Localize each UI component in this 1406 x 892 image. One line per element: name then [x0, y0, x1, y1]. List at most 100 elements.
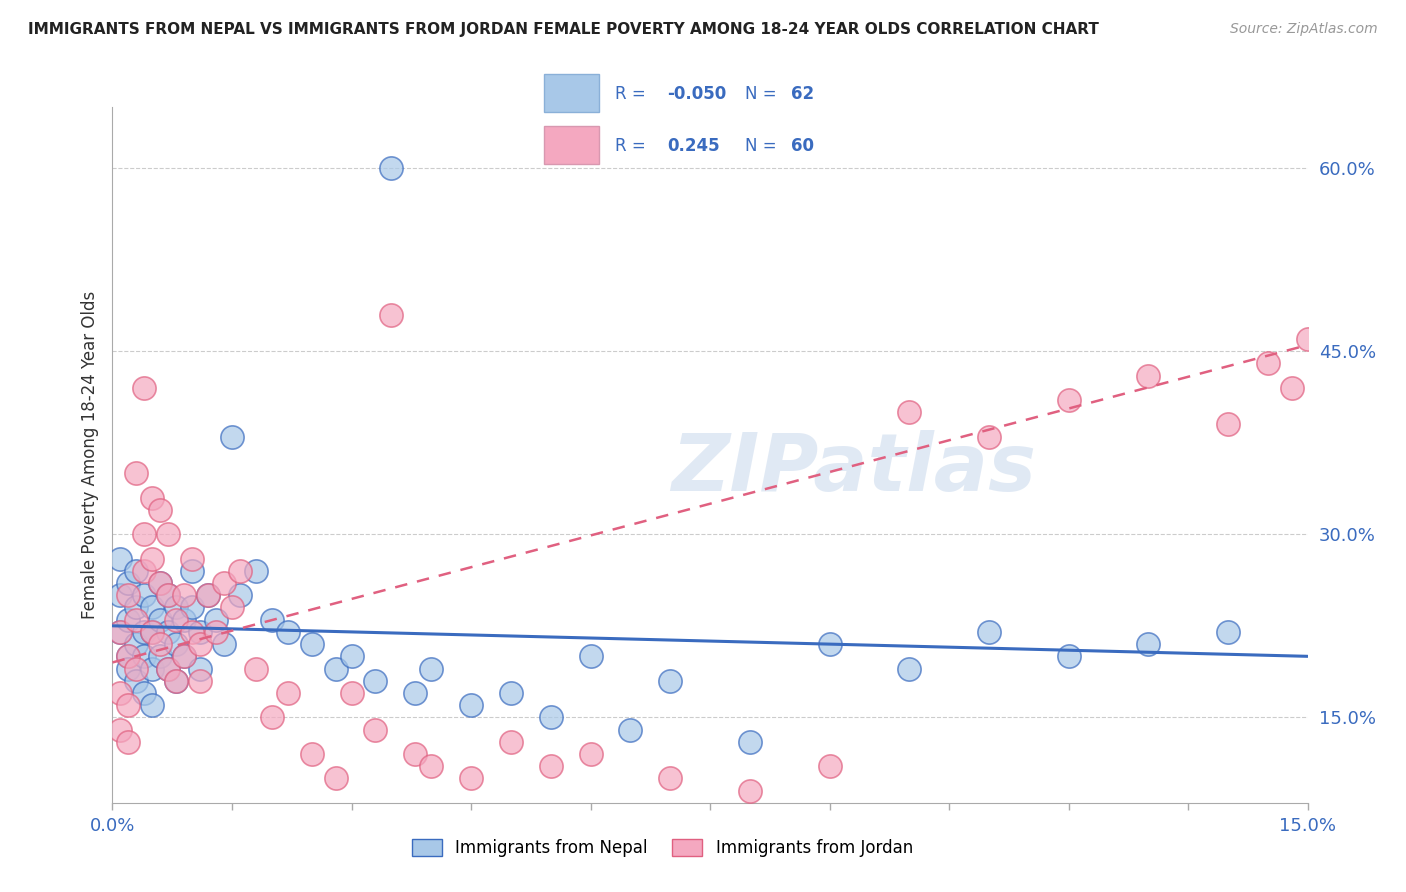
Point: [141, 551, 163, 566]
Point: [1216, 624, 1239, 639]
Point: [125, 467, 148, 481]
Point: [898, 661, 921, 675]
Point: [212, 576, 235, 591]
Point: [460, 772, 482, 786]
Point: [149, 649, 172, 664]
Point: [420, 661, 443, 675]
Point: [977, 429, 1000, 443]
Point: [141, 624, 163, 639]
Point: [149, 613, 172, 627]
Point: [110, 723, 132, 737]
Point: [134, 527, 156, 541]
Point: [659, 772, 682, 786]
Point: [1057, 649, 1080, 664]
Point: [229, 588, 252, 602]
Point: [364, 673, 387, 688]
Point: [157, 527, 180, 541]
Point: [157, 661, 180, 675]
Point: [110, 551, 132, 566]
Point: [141, 491, 163, 505]
Point: [117, 649, 139, 664]
Point: [117, 735, 139, 749]
Point: [229, 564, 252, 578]
Point: [134, 686, 156, 700]
Text: IMMIGRANTS FROM NEPAL VS IMMIGRANTS FROM JORDAN FEMALE POVERTY AMONG 18-24 YEAR : IMMIGRANTS FROM NEPAL VS IMMIGRANTS FROM…: [28, 22, 1099, 37]
Point: [157, 588, 180, 602]
Point: [173, 588, 195, 602]
Point: [141, 698, 163, 713]
Point: [1281, 381, 1303, 395]
Point: [134, 588, 156, 602]
Point: [110, 686, 132, 700]
Point: [1057, 392, 1080, 407]
Point: [260, 613, 283, 627]
Point: [325, 661, 347, 675]
Point: [181, 564, 204, 578]
Point: [141, 661, 163, 675]
Point: [173, 613, 195, 627]
Point: [188, 661, 211, 675]
Point: [125, 637, 148, 651]
Point: [173, 649, 195, 664]
Point: [499, 686, 522, 700]
Point: [165, 673, 187, 688]
Point: [540, 759, 562, 773]
Point: [277, 686, 299, 700]
Text: N =: N =: [745, 137, 782, 155]
Point: [149, 503, 172, 517]
Point: [212, 637, 235, 651]
Point: [364, 723, 387, 737]
Point: [380, 308, 402, 322]
Point: [117, 698, 139, 713]
Point: [188, 637, 211, 651]
Point: [157, 588, 180, 602]
Point: [1216, 417, 1239, 432]
Point: [579, 649, 602, 664]
Point: [149, 576, 172, 591]
Point: [1137, 637, 1160, 651]
Point: [125, 613, 148, 627]
Point: [117, 576, 139, 591]
Point: [221, 600, 243, 615]
Point: [1257, 356, 1279, 370]
Point: [134, 381, 156, 395]
Y-axis label: Female Poverty Among 18-24 Year Olds: Female Poverty Among 18-24 Year Olds: [80, 291, 98, 619]
Point: [134, 564, 156, 578]
Point: [404, 747, 426, 761]
Point: [141, 624, 163, 639]
Text: 62: 62: [792, 85, 814, 103]
Point: [977, 624, 1000, 639]
Point: [404, 686, 426, 700]
Point: [579, 747, 602, 761]
Point: [117, 649, 139, 664]
Point: [181, 551, 204, 566]
Point: [149, 576, 172, 591]
Point: [499, 735, 522, 749]
Point: [659, 673, 682, 688]
Text: 0.245: 0.245: [668, 137, 720, 155]
Point: [134, 624, 156, 639]
Text: R =: R =: [614, 85, 651, 103]
Point: [181, 624, 204, 639]
Point: [134, 649, 156, 664]
Point: [325, 772, 347, 786]
Text: ZIPatlas: ZIPatlas: [671, 430, 1036, 508]
Point: [157, 661, 180, 675]
Point: [260, 710, 283, 724]
Point: [197, 588, 219, 602]
Point: [117, 613, 139, 627]
Point: [301, 747, 323, 761]
Point: [165, 637, 187, 651]
Point: [221, 429, 243, 443]
Point: [125, 600, 148, 615]
Point: [141, 600, 163, 615]
Point: [157, 624, 180, 639]
Point: [738, 783, 761, 797]
Point: [110, 624, 132, 639]
Point: [173, 649, 195, 664]
Point: [165, 613, 187, 627]
Legend: Immigrants from Nepal, Immigrants from Jordan: Immigrants from Nepal, Immigrants from J…: [405, 832, 920, 864]
Point: [205, 624, 228, 639]
Bar: [544, 126, 599, 164]
Point: [380, 161, 402, 175]
